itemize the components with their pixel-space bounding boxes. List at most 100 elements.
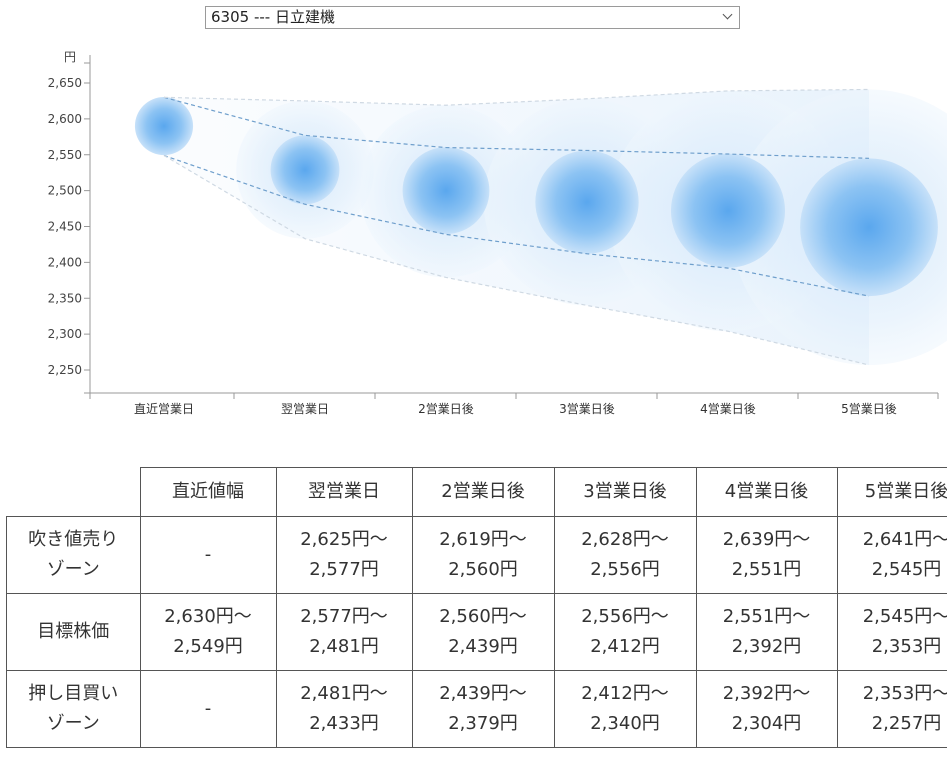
table-row: 目標株価 2,630円～ 2,549円 2,577円～ 2,481円 2,560円～ 2,4…	[6, 593, 947, 671]
x-category-label: 直近営業日	[134, 402, 194, 416]
table-cell-line: 2,551円～	[722, 606, 811, 627]
table-cell-line: 2,412円	[590, 636, 660, 657]
table-column-header: 2営業日後	[411, 467, 555, 517]
table-cell: 2,619円～ 2,560円	[411, 516, 555, 594]
x-category-label: 翌営業日	[281, 402, 329, 416]
table-cell-line: 2,304円	[731, 713, 802, 734]
y-axis-unit: 円	[64, 50, 76, 64]
y-tick-label: 2,300	[48, 327, 82, 341]
row-label: 押し目買い ゾーン	[6, 670, 141, 748]
table-cell-line: 2,439円～	[439, 683, 527, 704]
target-bubble	[800, 158, 938, 297]
table-cell: 2,560円～ 2,439円	[411, 593, 555, 671]
table-cell-line: 2,433円	[309, 713, 379, 734]
row-label: 吹き値売り ゾーン	[6, 516, 141, 594]
price-forecast-chart: 円 2,250 2,300 2,350 2,400 2,450 2,500 2,550 2,60…	[48, 50, 947, 416]
row-label-line: 目標株価	[37, 621, 110, 642]
table-cell-line: 2,551円	[731, 559, 802, 580]
table-cell-line: 2,549円	[173, 636, 243, 657]
table-column-header: 直近値幅	[139, 467, 277, 517]
y-tick-label: 2,400	[48, 255, 82, 269]
target-bubble	[270, 135, 340, 205]
table-cell: 2,392円～ 2,304円	[695, 670, 838, 748]
table-cell-line: 2,619円～	[439, 529, 527, 550]
x-category-label: 5営業日後	[841, 402, 897, 416]
table-cell-line: 2,577円	[309, 559, 379, 580]
table-cell: 2,556円～ 2,412円	[553, 593, 697, 671]
table-cell: -	[139, 670, 277, 748]
x-category-label: 2営業日後	[418, 402, 474, 416]
table-cell: 2,439円～ 2,379円	[411, 670, 555, 748]
table-cell-line: 2,560円～	[439, 606, 527, 627]
sell-zone-high-line	[163, 88, 870, 106]
target-high-line	[163, 96, 870, 159]
table-header-row: 直近値幅 翌営業日 2営業日後 3営業日後 4営業日後 5営業日後	[6, 467, 947, 517]
table-column-header: 翌営業日	[275, 467, 413, 517]
target-low-line	[163, 154, 870, 297]
y-tick-label: 2,350	[48, 291, 82, 305]
table-cell-line: 2,481円～	[300, 683, 388, 704]
y-tick-label: 2,250	[48, 363, 82, 377]
table-cell: 2,551円～ 2,392円	[695, 593, 838, 671]
target-bubble	[402, 147, 490, 235]
table-row: 押し目買いゾーン - 2,481円～ 2,433円 2,439円～ 2,379円 2,412…	[6, 670, 947, 748]
table-corner	[6, 467, 141, 517]
x-category-label: 4営業日後	[700, 402, 756, 416]
table-cell-line: 2,379円	[448, 713, 518, 734]
table-cell-line: -	[204, 544, 212, 565]
table-cell-line: 2,639円～	[722, 529, 811, 550]
table-cell-line: -	[204, 698, 212, 719]
y-tick-label: 2,650	[48, 76, 82, 90]
target-bubble	[670, 153, 786, 268]
table-column-header: 4営業日後	[695, 467, 838, 517]
y-tick-label: 2,600	[48, 112, 82, 126]
table-cell-line: 2,628円～	[581, 529, 669, 550]
table-cell-line: 2,625円～	[300, 529, 388, 550]
table-cell-line: 2,577円～	[300, 606, 388, 627]
table-cell: 2,545円～ 2,353円	[836, 593, 947, 671]
row-label-line: ゾーン	[46, 559, 100, 580]
row-label-line: ゾーン	[46, 713, 100, 734]
y-tick-label: 2,550	[48, 148, 82, 162]
table-column-header: 3営業日後	[553, 467, 697, 517]
row-label-line: 吹き値売り	[28, 529, 119, 550]
table-cell: 2,625円～ 2,577円	[275, 516, 413, 594]
table-cell: 2,628円～ 2,556円	[553, 516, 697, 594]
table-cell-line: 2,392円	[731, 636, 802, 657]
table-cell-line: 2,481円	[309, 636, 379, 657]
table-cell-line: 2,353円～	[862, 683, 947, 704]
table-cell: 2,630円～ 2,549円	[139, 593, 277, 671]
stock-selector[interactable]: 6305 --- 日立建機	[205, 6, 740, 29]
row-label: 目標株価	[6, 593, 141, 671]
table-column-header: 5営業日後	[836, 467, 947, 517]
table-cell: 2,639円～ 2,551円	[695, 516, 838, 594]
table-cell: -	[139, 516, 277, 594]
table-cell-line: 2,340円	[590, 713, 660, 734]
table-cell-line: 2,257円	[871, 713, 942, 734]
table-cell: 2,577円～ 2,481円	[275, 593, 413, 671]
table-cell: 2,353円～ 2,257円	[836, 670, 947, 748]
table-cell-line: 2,545円～	[862, 606, 947, 627]
x-category-label: 3営業日後	[559, 402, 615, 416]
chevron-down-icon[interactable]	[722, 9, 733, 20]
target-bubble	[134, 96, 194, 156]
table-cell-line: 2,556円～	[581, 606, 669, 627]
table-cell-line: 2,412円～	[581, 683, 669, 704]
table-cell-line: 2,560円	[448, 559, 518, 580]
zone-table: 直近値幅 翌営業日 2営業日後 3営業日後 4営業日後 5営業日後 吹き値売りゾーン - 2,…	[6, 467, 947, 748]
stock-selector-value: 6305 --- 日立建機	[211, 8, 335, 26]
table-cell-line: 2,641円～	[862, 529, 947, 550]
table-cell-line: 2,353円	[871, 636, 942, 657]
target-bubble	[535, 150, 639, 254]
row-label-line: 押し目買い	[28, 683, 119, 704]
table-cell-line: 2,545円	[871, 559, 942, 580]
table-cell: 2,481円～ 2,433円	[275, 670, 413, 748]
table-row: 吹き値売りゾーン - 2,625円～ 2,577円 2,619円～ 2,560円 2,628…	[6, 516, 947, 594]
y-tick-label: 2,500	[48, 184, 82, 198]
y-tick-label: 2,450	[48, 220, 82, 234]
table-cell-line: 2,439円	[448, 636, 518, 657]
table-cell-line: 2,392円～	[722, 683, 811, 704]
table-cell: 2,412円～ 2,340円	[553, 670, 697, 748]
table-cell: 2,641円～ 2,545円	[836, 516, 947, 594]
table-cell-line: 2,630円～	[164, 606, 252, 627]
